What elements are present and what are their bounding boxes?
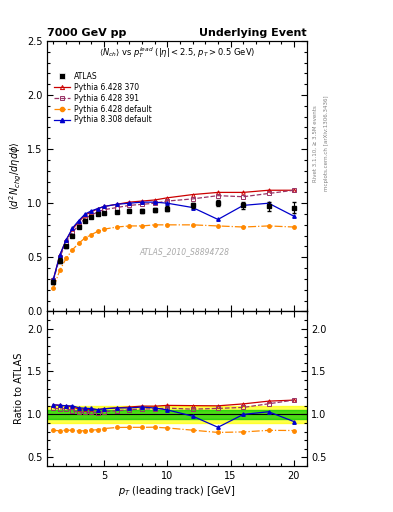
Text: Underlying Event: Underlying Event [199, 28, 307, 38]
Text: 7000 GeV pp: 7000 GeV pp [47, 28, 127, 38]
Text: ATLAS_2010_S8894728: ATLAS_2010_S8894728 [140, 247, 230, 257]
Y-axis label: $\langle d^2 N_{chg}/d\eta d\phi \rangle$: $\langle d^2 N_{chg}/d\eta d\phi \rangle… [8, 142, 24, 210]
Text: Rivet 3.1.10, ≥ 3.5M events: Rivet 3.1.10, ≥ 3.5M events [312, 105, 318, 182]
Bar [47, 410, 307, 419]
Text: mcplots.cern.ch [arXiv:1306.3436]: mcplots.cern.ch [arXiv:1306.3436] [324, 96, 329, 191]
Text: $\langle N_{ch} \rangle$ vs $p_T^{lead}$ ($|\eta| < 2.5$, $p_T > 0.5$ GeV): $\langle N_{ch} \rangle$ vs $p_T^{lead}$… [99, 45, 255, 60]
X-axis label: $p_T$ (leading track) [GeV]: $p_T$ (leading track) [GeV] [118, 483, 235, 498]
Y-axis label: Ratio to ATLAS: Ratio to ATLAS [14, 353, 24, 424]
Legend: ATLAS, Pythia 6.428 370, Pythia 6.428 391, Pythia 6.428 default, Pythia 8.308 de: ATLAS, Pythia 6.428 370, Pythia 6.428 39… [53, 72, 152, 124]
Bar [47, 406, 307, 423]
